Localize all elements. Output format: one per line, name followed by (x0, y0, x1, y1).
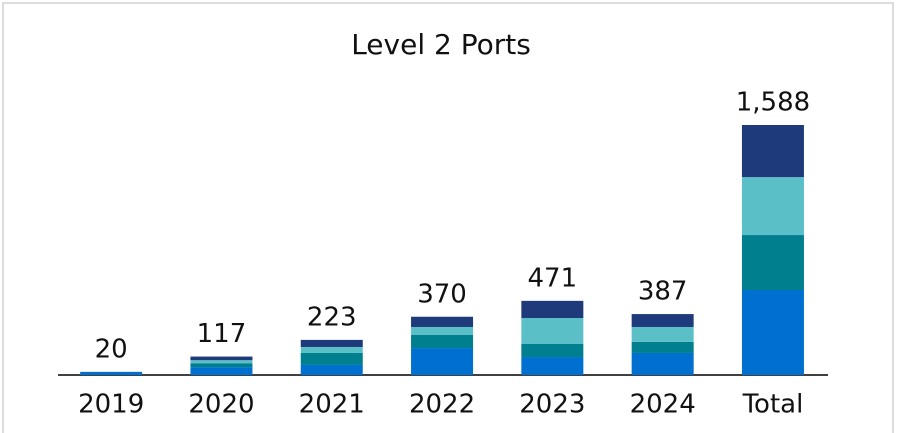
bar-segment (741, 235, 804, 290)
bar-segment (300, 346, 363, 353)
bar-segment (411, 326, 474, 336)
bar-segment (300, 364, 363, 375)
bar-segment (631, 352, 694, 375)
bar-segment (631, 314, 694, 327)
bar-segment (631, 341, 694, 353)
total-label: 223 (307, 302, 357, 332)
x-tick-label: 2023 (519, 390, 585, 420)
total-label: 1,588 (736, 88, 810, 118)
chart-title: Level 2 Ports (351, 28, 531, 61)
total-label: 471 (528, 263, 578, 293)
total-label: 20 (95, 334, 128, 364)
bar-segment (80, 371, 143, 375)
bar-segment (521, 300, 584, 319)
x-tick-label: 2019 (78, 390, 144, 420)
x-tick-label: 2024 (630, 390, 696, 420)
bar-segment (411, 316, 474, 327)
bar-segment (631, 326, 694, 342)
bar-segment (741, 177, 804, 236)
bar-segment (521, 343, 584, 358)
bar-segment (300, 352, 363, 365)
bar-segment (190, 367, 253, 375)
bar-segment (190, 363, 253, 368)
bar-segment (741, 125, 804, 178)
bar-segment (190, 356, 253, 361)
bar-segment (190, 360, 253, 364)
bar-segment (300, 339, 363, 347)
bar-segment (411, 348, 474, 375)
total-label: 370 (417, 279, 467, 309)
bar-segment (411, 335, 474, 349)
x-tick-label: Total (742, 390, 804, 420)
x-tick-label: 2021 (299, 390, 365, 420)
total-label: 387 (638, 277, 688, 307)
x-tick-label: 2022 (409, 390, 475, 420)
x-tick-label: 2020 (188, 390, 254, 420)
bar-segment (521, 318, 584, 344)
total-label: 117 (197, 319, 247, 349)
bar-segment (741, 289, 804, 375)
bar-segment (521, 357, 584, 375)
